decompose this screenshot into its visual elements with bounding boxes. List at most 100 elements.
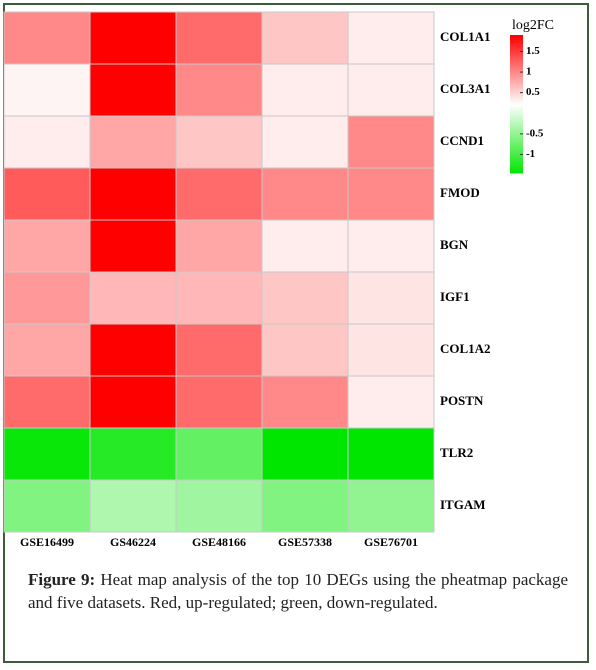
heatmap-cell <box>347 167 435 221</box>
row-label: TLR2 <box>440 445 473 460</box>
colorbar-segment <box>510 166 523 169</box>
colorbar-segment <box>510 168 523 172</box>
colorbar-segment <box>510 44 523 47</box>
caption: Figure 9: Heat map analysis of the top 1… <box>28 568 568 614</box>
colorbar-segment <box>510 122 523 126</box>
colorbar-segment <box>510 133 523 137</box>
colorbar-segment <box>510 152 523 156</box>
colorbar-segment <box>510 120 523 123</box>
colorbar-segment <box>510 97 523 100</box>
caption-label: Figure 9: <box>28 570 96 589</box>
heatmap-cell <box>3 479 91 533</box>
colorbar-tick-label: 1 <box>526 66 532 78</box>
colorbar-segment <box>510 81 523 84</box>
row-label: IGF1 <box>440 289 470 304</box>
row-label: BGN <box>440 237 469 252</box>
colorbar-tick-label: 1.5 <box>526 45 540 57</box>
heatmap-cell <box>89 427 177 481</box>
colorbar-segment <box>510 170 523 174</box>
heatmap-cell <box>175 271 263 325</box>
colorbar-segment <box>510 101 523 105</box>
colorbar-segment <box>510 60 523 64</box>
colorbar-segment <box>510 106 523 110</box>
heatmap-cell <box>89 323 177 377</box>
heatmap-cell <box>347 219 435 273</box>
heatmap-cell <box>3 427 91 481</box>
column-label: GSE16499 <box>20 535 74 549</box>
colorbar-segment <box>510 145 523 149</box>
colorbar-segment <box>510 39 523 43</box>
caption-text: Heat map analysis of the top 10 DEGs usi… <box>28 570 568 612</box>
colorbar-segment <box>510 83 523 87</box>
heatmap-cell <box>261 115 349 169</box>
row-label: FMOD <box>440 185 480 200</box>
colorbar-segment <box>510 129 523 133</box>
colorbar-segment <box>510 163 523 167</box>
heatmap-cell <box>89 115 177 169</box>
heatmap-cell <box>3 271 91 325</box>
colorbar-segment <box>510 46 523 50</box>
row-label: COL1A2 <box>440 341 491 356</box>
colorbar-segment <box>510 140 523 144</box>
colorbar-segment <box>510 104 523 107</box>
heatmap-cell <box>175 219 263 273</box>
heatmap-cell <box>347 63 435 117</box>
heatmap-cell <box>175 11 263 65</box>
heatmap-cell <box>347 271 435 325</box>
colorbar-tick-label: 0.5 <box>526 86 540 98</box>
colorbar-segment <box>510 87 523 91</box>
colorbar-segment <box>510 35 523 38</box>
column-label: GS46224 <box>110 535 156 549</box>
colorbar-segment <box>510 90 523 93</box>
heatmap-cell <box>3 11 91 65</box>
chart: log2FC COL1A1 COL3A1 CCND1 FMOD BGN IGF1 COL1A… <box>3 11 554 549</box>
colorbar-segment <box>510 69 523 73</box>
colorbar-segment <box>510 78 523 82</box>
heatmap-cell <box>347 479 435 533</box>
heatmap-cell <box>3 375 91 429</box>
colorbar-segment <box>510 147 523 151</box>
heatmap-cell <box>261 375 349 429</box>
colorbar-segment <box>510 138 523 142</box>
colorbar-segment <box>510 85 523 89</box>
heatmap-cell <box>3 63 91 117</box>
colorbar-segment <box>510 71 523 75</box>
heatmap-cell <box>89 271 177 325</box>
heatmap-cell <box>175 375 263 429</box>
colorbar-segment <box>510 41 523 45</box>
heatmap-cell <box>3 115 91 169</box>
heatmap-cell <box>175 115 263 169</box>
column-label: GSE48166 <box>192 535 246 549</box>
colorbar-segment <box>510 62 523 66</box>
heatmap-cell <box>3 219 91 273</box>
heatmap-cell <box>347 323 435 377</box>
heatmap-cell <box>175 167 263 221</box>
colorbar-segment <box>510 51 523 54</box>
colorbar-segment <box>510 113 523 116</box>
row-label: COL3A1 <box>440 81 491 96</box>
heatmap-cell <box>261 271 349 325</box>
colorbar-segment <box>510 58 523 61</box>
colorbar-segment <box>510 110 523 114</box>
heatmap-cell <box>261 167 349 221</box>
heatmap-cell <box>261 63 349 117</box>
colorbar-segment <box>510 53 523 57</box>
colorbar-segment <box>510 127 523 130</box>
colorbar-segment <box>510 37 523 41</box>
colorbar-segment <box>510 150 523 153</box>
heatmap-cell <box>261 323 349 377</box>
colorbar-segment <box>510 92 523 96</box>
colorbar-segment <box>510 159 523 162</box>
colorbar-segment <box>510 161 523 165</box>
colorbar-segment <box>510 131 523 135</box>
heatmap-cell <box>261 479 349 533</box>
colorbar-segment <box>510 74 523 77</box>
colorbar-segment <box>510 156 523 160</box>
colorbar-segment <box>510 154 523 158</box>
heatmap-cell <box>347 375 435 429</box>
heatmap-cell <box>3 167 91 221</box>
colorbar-segment <box>510 48 523 52</box>
row-label: ITGAM <box>440 497 486 512</box>
heatmap-cell <box>175 323 263 377</box>
colorbar-segment <box>510 117 523 121</box>
